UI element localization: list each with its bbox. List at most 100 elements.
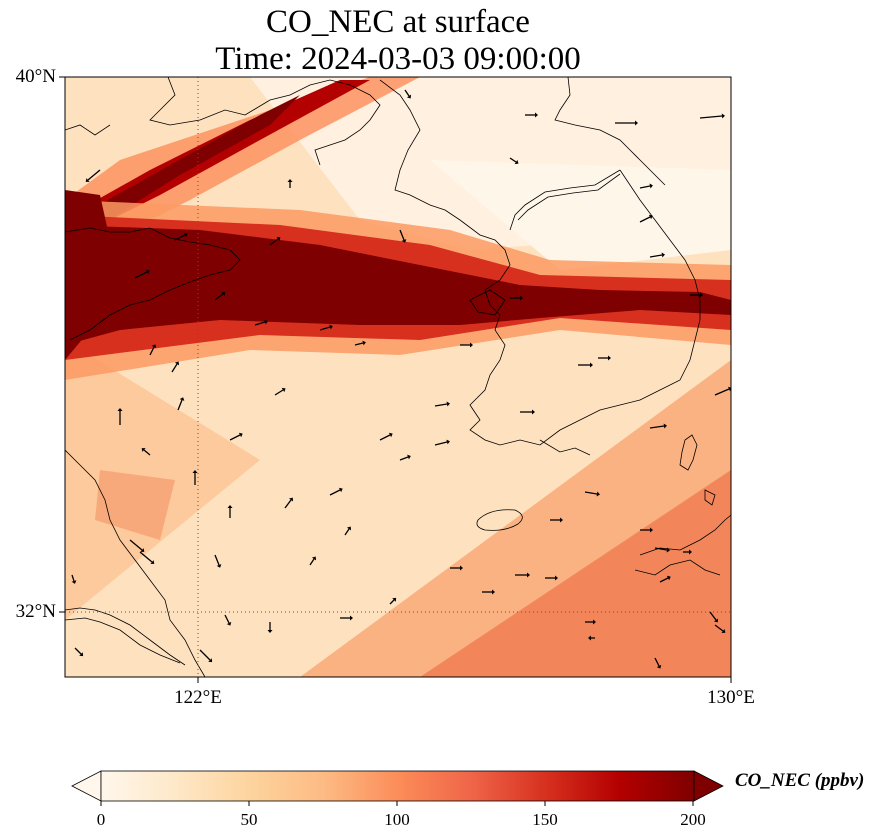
wind-arrow-head	[289, 497, 293, 502]
wind-vector-field	[71, 89, 731, 669]
wind-arrow	[659, 577, 669, 583]
colorbar-tick: 200	[680, 810, 706, 829]
wind-arrow-head	[151, 344, 157, 349]
wind-arrow-head	[555, 575, 558, 581]
wind-arrow	[584, 491, 598, 495]
wind-arrow-head	[446, 401, 450, 407]
wind-arrow-head	[535, 112, 538, 118]
wind-arrow	[309, 558, 315, 566]
wind-arrow-head	[470, 342, 473, 348]
wind-arrow	[177, 399, 183, 411]
wind-arrow-head	[350, 615, 353, 621]
wind-arrow-head	[648, 214, 653, 220]
colorbar-ramp	[100, 770, 695, 802]
wind-arrow-head	[338, 487, 343, 493]
wind-arrow-head	[71, 580, 77, 584]
wind-arrow-head	[311, 556, 317, 561]
wind-arrow	[714, 624, 724, 632]
wind-arrow-head	[346, 526, 352, 531]
colorbar-tick: 50	[240, 810, 258, 829]
wind-arrow	[354, 342, 364, 346]
wind-arrow-head	[649, 183, 653, 189]
wind-arrow-head	[208, 658, 213, 663]
wind-arrow-head	[192, 470, 198, 473]
wind-arrow-head	[446, 439, 450, 445]
wind-arrow	[509, 157, 517, 163]
wind-arrow-head	[216, 564, 222, 568]
colorbar-tick: 150	[532, 810, 558, 829]
wind-arrow	[139, 551, 153, 563]
wind-arrow-head	[656, 664, 662, 669]
wind-arrow-head	[608, 355, 611, 361]
wind-arrow-head	[590, 362, 593, 368]
wind-arrow	[404, 89, 410, 97]
wind-arrow-head	[406, 94, 412, 99]
wind-arrow	[639, 185, 651, 189]
wind-arrow-head	[663, 423, 667, 429]
wind-arrow	[319, 326, 331, 331]
wind-arrow-head	[407, 454, 411, 460]
coastlines	[65, 77, 731, 677]
wind-arrow-head	[227, 505, 233, 508]
wind-arrow	[134, 271, 148, 279]
wind-arrow-head	[267, 630, 273, 633]
wind-arrow-head	[141, 448, 146, 452]
wind-arrow-head	[140, 548, 145, 552]
wind-arrow-head	[700, 292, 703, 298]
map-title: CO_NEC at surface	[266, 4, 530, 40]
wind-arrow	[699, 115, 723, 119]
wind-arrow-head	[85, 178, 90, 182]
wind-arrow-head	[287, 179, 293, 182]
colorbar-label: CO_NEC (ppbv)	[735, 770, 865, 791]
colorbar-max-extend	[693, 770, 724, 802]
wind-arrow	[199, 649, 211, 661]
wind-arrow-head	[721, 629, 726, 633]
wind-arrow-head	[145, 269, 150, 275]
wind-arrow-head	[661, 252, 665, 258]
wind-arrow	[344, 528, 350, 536]
wind-arrow	[214, 293, 224, 301]
lat-label-40n: 40°N	[15, 66, 56, 87]
wind-arrow-head	[183, 232, 188, 238]
wind-arrow-head	[221, 292, 226, 296]
wind-arrow-head	[492, 589, 495, 595]
wind-arrow-head	[281, 387, 286, 393]
wind-arrow	[649, 425, 665, 429]
wind-arrow	[714, 388, 730, 396]
map-time-subtitle: Time: 2024-03-03 09:00:00	[215, 41, 581, 77]
wind-arrow-head	[532, 409, 535, 415]
wind-arrow	[71, 574, 75, 582]
wind-arrow	[434, 441, 448, 446]
wind-arrow-head	[520, 295, 523, 301]
wind-arrow	[399, 229, 405, 241]
wind-arrow-head	[666, 575, 671, 581]
wind-arrow	[269, 238, 279, 246]
wind-arrow-head	[226, 621, 232, 626]
wind-arrow-head	[635, 120, 638, 126]
wind-arrow-head	[329, 324, 333, 330]
colorbar-tick: 0	[96, 810, 106, 829]
concentration-field	[65, 77, 731, 677]
wind-arrow-head	[238, 432, 243, 438]
colorbar-min-extend	[71, 770, 102, 802]
wind-arrow-head	[593, 619, 596, 625]
wind-arrow-head	[514, 159, 519, 165]
wind-arrow	[274, 389, 284, 396]
wind-arrow-head	[527, 572, 530, 578]
wind-arrow-head	[596, 491, 600, 497]
wind-arrow	[639, 216, 651, 223]
lon-label-130e: 130°E	[707, 687, 755, 708]
wind-arrow-head	[721, 113, 725, 119]
lon-label-122e: 122°E	[174, 687, 222, 708]
wind-arrow-head	[388, 432, 393, 438]
lat-label-32n: 32°N	[15, 601, 56, 622]
wind-arrow-head	[150, 560, 155, 564]
graticule	[65, 77, 731, 677]
wind-arrow	[379, 434, 391, 441]
wind-arrow	[434, 403, 448, 407]
wind-arrow	[224, 614, 230, 624]
wind-arrow	[649, 254, 663, 258]
wind-arrow	[329, 489, 341, 496]
wind-arrow-head	[714, 618, 718, 623]
wind-arrow-head	[650, 527, 653, 533]
